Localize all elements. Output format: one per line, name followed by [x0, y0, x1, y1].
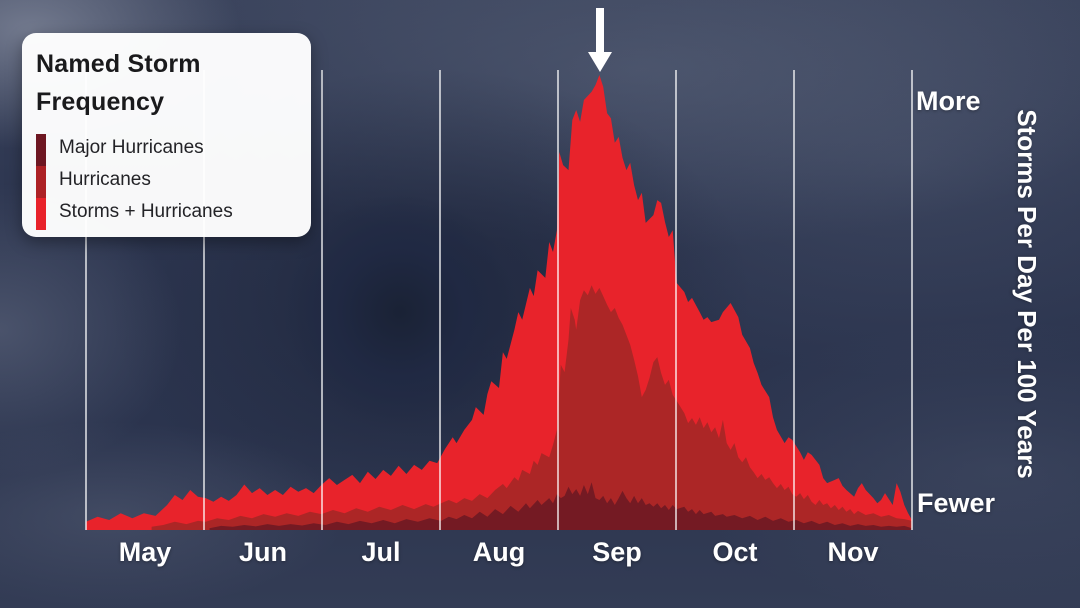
x-tick-jun: Jun	[238, 537, 288, 567]
x-tick-sep: Sep	[592, 537, 642, 567]
y-axis-title: Storms Per Day Per 100 Years	[1012, 109, 1042, 479]
y-label-fewer: Fewer	[917, 488, 996, 518]
storms-hurricanes-swatch	[36, 198, 46, 230]
legend-card: Named Storm Frequency Major Hurricanes H…	[22, 33, 311, 237]
x-tick-oct: Oct	[712, 537, 758, 567]
legend-item-hurricanes: Hurricanes	[59, 169, 151, 190]
x-tick-nov: Nov	[827, 537, 879, 567]
x-tick-aug: Aug	[472, 537, 526, 567]
month-gridlines	[85, 70, 913, 530]
legend-item-storms-hurricanes: Storms + Hurricanes	[59, 201, 233, 222]
area-hurricanes	[151, 285, 913, 530]
legend-items: Major Hurricanes Hurricanes Storms + Hur…	[36, 132, 297, 230]
area-major-hurricanes	[209, 482, 912, 530]
x-tick-jul: Jul	[361, 537, 401, 567]
peak-arrow-icon	[588, 8, 612, 72]
area-storms-hurricanes	[86, 75, 912, 530]
legend-color-bar	[36, 134, 46, 230]
area-series-group	[86, 75, 913, 530]
hurricanes-swatch	[36, 166, 46, 198]
legend-title: Named Storm Frequency	[36, 50, 201, 116]
y-label-more: More	[916, 86, 981, 116]
legend-labels: Major Hurricanes Hurricanes Storms + Hur…	[59, 132, 233, 230]
x-tick-may: May	[118, 537, 172, 567]
major-hurricanes-swatch	[36, 134, 46, 166]
legend-item-major-hurricanes: Major Hurricanes	[59, 137, 204, 158]
